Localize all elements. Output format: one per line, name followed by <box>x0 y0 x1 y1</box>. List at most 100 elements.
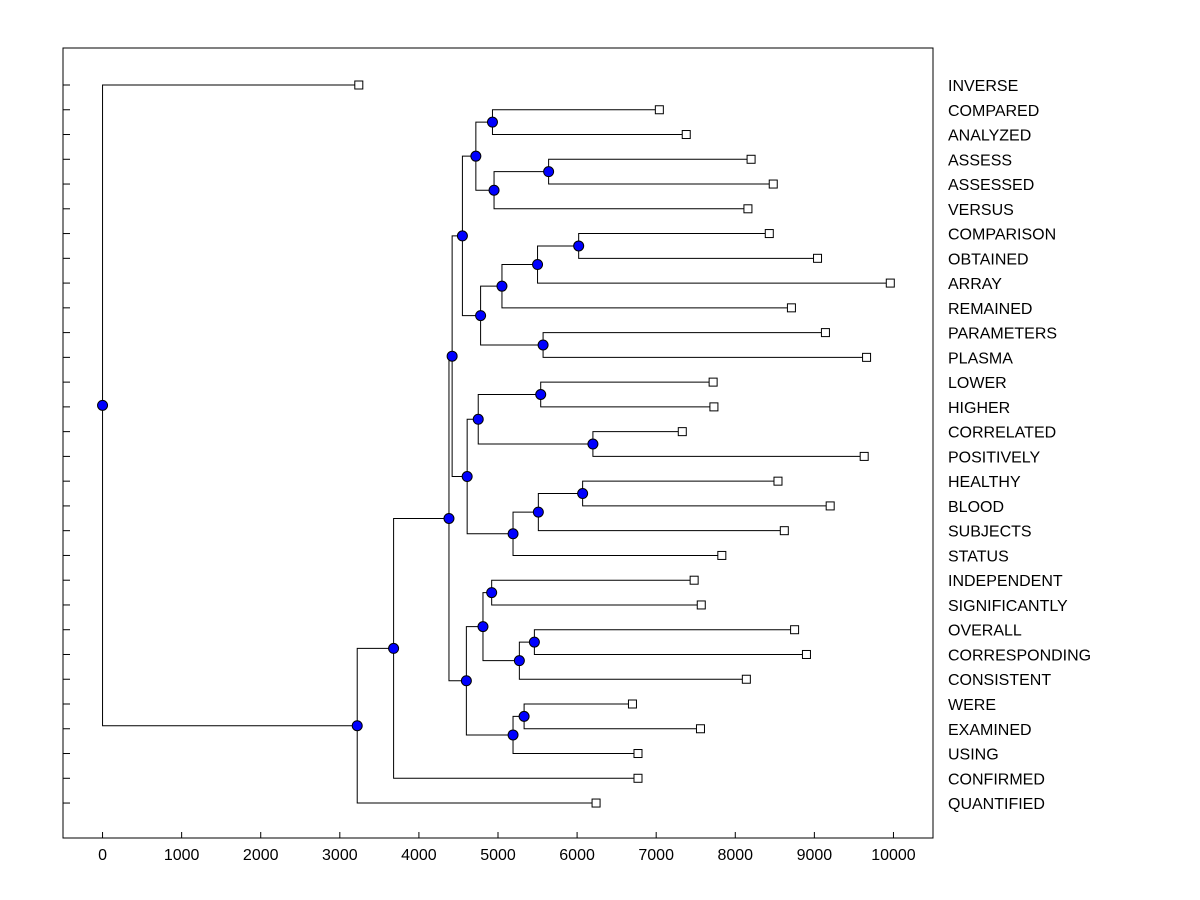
merge-nodes <box>97 116 599 741</box>
merge-node <box>518 710 530 722</box>
dendrogram-branch <box>578 245 818 259</box>
leaf-label-parameters: PARAMETERS <box>948 326 1057 343</box>
dendrogram-branch <box>542 344 867 358</box>
leaf-label-higher: HIGHER <box>948 400 1010 417</box>
x-tick-label: 6000 <box>559 847 595 864</box>
dendrogram-branch <box>480 285 502 316</box>
leaf-label-blood: BLOOD <box>948 499 1004 516</box>
leaf-label-corresponding: CORRESPONDING <box>948 647 1091 664</box>
leaf-marker-quantified <box>591 798 601 808</box>
merge-node <box>470 150 482 162</box>
plot-frame <box>62 47 934 839</box>
leaf-label-plasma: PLASMA <box>948 350 1013 367</box>
dendrogram-branch <box>523 716 701 730</box>
leaf-marker-analyzed <box>681 130 691 140</box>
leaf-label-healthy: HEALTHY <box>948 474 1021 491</box>
leaf-label-inverse: INVERSE <box>948 78 1018 95</box>
merge-node <box>461 471 473 483</box>
leaf-label-comparison: COMPARISON <box>948 227 1056 244</box>
dendrogram-branch <box>466 476 514 535</box>
leaf-marker-plasma <box>862 352 872 362</box>
dendrogram-branch <box>548 158 752 172</box>
leaf-marker-remained <box>786 303 796 313</box>
merge-node <box>472 413 484 425</box>
dendrogram-branch <box>356 647 394 726</box>
leaf-marker-compared <box>654 105 664 115</box>
merge-node <box>543 166 555 178</box>
leaf-label-versus: VERSUS <box>948 202 1014 219</box>
dendrogram-branch <box>512 511 539 534</box>
leaf-marker-healthy <box>773 476 783 486</box>
dendrogram-branch <box>451 235 463 357</box>
merge-node <box>587 438 599 450</box>
dendrogram-branch <box>578 233 770 246</box>
dendrogram-branch <box>491 122 687 136</box>
merge-node <box>388 642 400 654</box>
leaf-label-significantly: SIGNIFICANTLY <box>948 598 1068 615</box>
dendrogram-branch <box>537 245 579 265</box>
x-tick-label: 8000 <box>717 847 753 864</box>
x-tick-label: 7000 <box>638 847 674 864</box>
leaf-marker-array <box>885 278 895 288</box>
leaf-marker-obtained <box>813 253 823 263</box>
dendrogram-branch <box>493 171 549 191</box>
x-tick-label: 3000 <box>322 847 358 864</box>
leaf-marker-confirmed <box>633 773 643 783</box>
dendrogram-branch <box>477 419 593 445</box>
dendrogram-branch <box>465 680 514 736</box>
leaf-label-remained: REMAINED <box>948 301 1032 318</box>
leaf-markers <box>354 80 895 808</box>
dendrogram-branch <box>582 493 831 507</box>
leaf-marker-comparison <box>764 229 774 239</box>
dendrogram-branch <box>533 629 795 643</box>
leaf-marker-positively <box>859 451 869 461</box>
merge-node <box>537 339 549 351</box>
leaf-marker-parameters <box>820 328 830 338</box>
dendrogram-branch <box>102 405 358 727</box>
leaf-label-lower: LOWER <box>948 375 1007 392</box>
leaf-labels: INVERSE COMPARED ANALYZED ASSESS ASSESSED VER… <box>948 78 1091 813</box>
merge-node <box>513 655 525 667</box>
leaf-marker-using <box>633 749 643 759</box>
x-tick-label: 5000 <box>480 847 516 864</box>
merge-node <box>528 636 540 648</box>
dendrogram-branch <box>393 517 449 649</box>
leaf-label-correlated: CORRELATED <box>948 425 1056 442</box>
dendrogram-branches <box>102 84 891 804</box>
merge-node <box>460 675 472 687</box>
dendrogram-branch <box>393 648 638 779</box>
dendrogram-branch <box>480 315 544 346</box>
merge-node <box>446 350 458 362</box>
merge-node <box>475 310 487 322</box>
leaf-label-obtained: OBTAINED <box>948 251 1029 268</box>
dendrogram-branch <box>475 121 493 157</box>
leaf-label-using: USING <box>948 747 999 764</box>
leaf-label-positively: POSITIVELY <box>948 449 1041 466</box>
leaf-label-overall: OVERALL <box>948 623 1022 640</box>
leaf-label-array: ARRAY <box>948 276 1002 293</box>
leaf-label-quantified: QUANTIFIED <box>948 796 1045 813</box>
merge-node <box>507 528 519 540</box>
leaf-marker-versus <box>743 204 753 214</box>
dendrogram-branch <box>451 356 468 478</box>
dendrogram-branch <box>477 394 541 420</box>
x-axis: 0 1000 2000 3000 4000 5000 6000 7000 8000 9000 100… <box>98 832 916 864</box>
x-tick-label: 10000 <box>871 847 916 864</box>
dendrogram-branch <box>548 171 774 185</box>
x-tick-label: 1000 <box>164 847 200 864</box>
dendrogram-branch <box>533 642 807 655</box>
leaf-marker-corresponding <box>801 649 811 659</box>
merge-node <box>351 720 363 732</box>
leaf-label-subjects: SUBJECTS <box>948 524 1032 541</box>
merge-node <box>477 621 489 633</box>
leaf-marker-examined <box>695 724 705 734</box>
merge-node <box>532 259 544 271</box>
merge-node <box>535 389 547 400</box>
merge-node <box>456 230 468 242</box>
dendrogram-branch <box>501 264 538 287</box>
merge-node <box>488 184 500 196</box>
leaf-marker-independent <box>689 575 699 585</box>
merge-node <box>486 587 498 599</box>
leaf-label-assessed: ASSESSED <box>948 177 1034 194</box>
leaf-marker-correlated <box>677 427 687 437</box>
